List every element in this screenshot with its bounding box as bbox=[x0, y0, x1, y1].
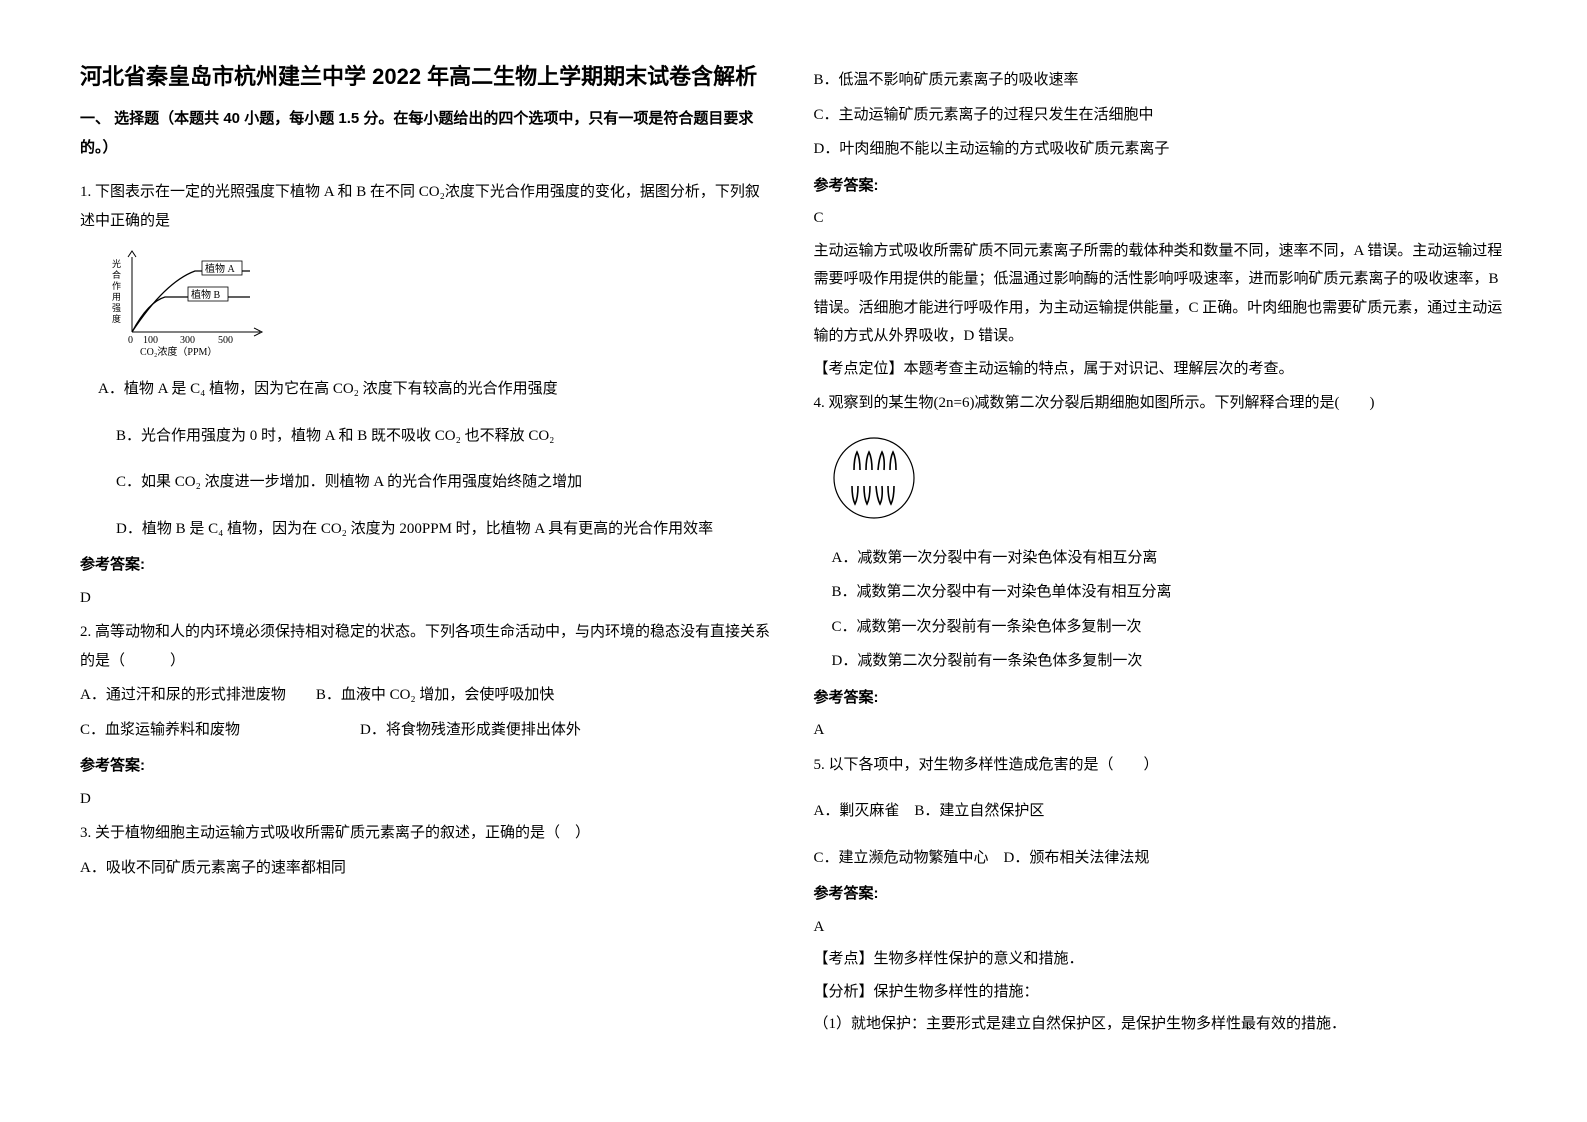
svg-text:100: 100 bbox=[143, 335, 158, 346]
q4-answer: A bbox=[814, 716, 1508, 745]
svg-text:作: 作 bbox=[112, 280, 121, 291]
svg-text:0: 0 bbox=[128, 335, 133, 346]
q4-opt-c: C．减数第一次分裂前有一条染色体多复制一次 bbox=[814, 613, 1508, 642]
svg-text:强: 强 bbox=[112, 303, 121, 313]
q1-chart: 植物 A 植物 B 光 合 作 用 强 度 0 100 300 500 CO₂浓… bbox=[110, 247, 270, 357]
svg-text:500: 500 bbox=[218, 335, 233, 346]
q3-opt-b: B．低温不影响矿质元素离子的吸收速率 bbox=[814, 66, 1508, 95]
q3-opt-d: D．叶肉细胞不能以主动运输的方式吸收矿质元素离子 bbox=[814, 135, 1508, 164]
q3-stem: 3. 关于植物细胞主动运输方式吸收所需矿质元素离子的叙述，正确的是（ ） bbox=[80, 819, 774, 848]
q2-opts-2: C．血浆运输养料和废物 D．将食物残渣形成粪便排出体外 bbox=[80, 716, 774, 745]
chart-label-b: 植物 B bbox=[191, 288, 220, 301]
q1-opt-b: B．光合作用强度为 0 时，植物 A 和 B 既不吸收 CO₂ 也不释放 CO₂ bbox=[80, 422, 774, 451]
section-header: 一、 选择题（本题共 40 小题，每小题 1.5 分。在每小题给出的四个选项中，… bbox=[80, 105, 774, 162]
chart-label-a: 植物 A bbox=[205, 262, 235, 275]
q3-answer: C bbox=[814, 204, 1508, 233]
q5-answer: A bbox=[814, 913, 1508, 942]
q1-answer: D bbox=[80, 584, 774, 613]
q3-explanation: 主动运输方式吸收所需矿质不同元素离子所需的载体种类和数量不同，速率不同，A 错误… bbox=[814, 237, 1508, 351]
q4-stem: 4. 观察到的某生物(2n=6)减数第二次分裂后期细胞如图所示。下列解释合理的是… bbox=[814, 389, 1508, 418]
q1-opt-a: A．植物 A 是 C₄ 植物，因为它在高 CO₂ 浓度下有较高的光合作用强度 bbox=[80, 375, 774, 404]
q2-answer-label: 参考答案: bbox=[80, 752, 774, 781]
svg-text:用: 用 bbox=[112, 292, 121, 302]
q3-answer-label: 参考答案: bbox=[814, 172, 1508, 201]
svg-text:300: 300 bbox=[180, 335, 195, 346]
q2-answer: D bbox=[80, 785, 774, 814]
q3-opt-c: C．主动运输矿质元素离子的过程只发生在活细胞中 bbox=[814, 101, 1508, 130]
q1-opt-d: D．植物 B 是 C₄ 植物，因为在 CO₂ 浓度为 200PPM 时，比植物 … bbox=[80, 515, 774, 544]
q1-answer-label: 参考答案: bbox=[80, 551, 774, 580]
q5-opts-1: A．剿灭麻雀 B．建立自然保护区 bbox=[814, 797, 1508, 826]
left-column: 河北省秦皇岛市杭州建兰中学 2022 年高二生物上学期期末试卷含解析 一、 选择… bbox=[80, 60, 774, 1062]
q4-diagram bbox=[824, 428, 1508, 528]
q5-note2: 【分析】保护生物多样性的措施： bbox=[814, 978, 1508, 1007]
q1-stem: 1. 下图表示在一定的光照强度下植物 A 和 B 在不同 CO₂浓度下光合作用强… bbox=[80, 178, 774, 235]
q5-stem: 5. 以下各项中，对生物多样性造成危害的是（ ） bbox=[814, 751, 1508, 780]
q3-note: 【考点定位】本题考查主动运输的特点，属于对识记、理解层次的考查。 bbox=[814, 355, 1508, 384]
chart-ylabel: 光 bbox=[112, 258, 121, 269]
svg-text:合: 合 bbox=[112, 269, 121, 280]
q4-opt-d: D．减数第二次分裂前有一条染色体多复制一次 bbox=[814, 647, 1508, 676]
q1-opt-c: C．如果 CO₂ 浓度进一步增加．则植物 A 的光合作用强度始终随之增加 bbox=[80, 468, 774, 497]
svg-text:度: 度 bbox=[112, 313, 121, 324]
q4-answer-label: 参考答案: bbox=[814, 684, 1508, 713]
q3-opt-a: A．吸收不同矿质元素离子的速率都相同 bbox=[80, 854, 774, 883]
q4-opt-a: A．减数第一次分裂中有一对染色体没有相互分离 bbox=[814, 544, 1508, 573]
doc-title: 河北省秦皇岛市杭州建兰中学 2022 年高二生物上学期期末试卷含解析 bbox=[80, 60, 774, 93]
q2-opts-1: A．通过汗和尿的形式排泄废物 B．血液中 CO₂ 增加，会使呼吸加快 bbox=[80, 681, 774, 710]
q5-answer-label: 参考答案: bbox=[814, 880, 1508, 909]
q4-opt-b: B．减数第二次分裂中有一对染色单体没有相互分离 bbox=[814, 578, 1508, 607]
q5-note1: 【考点】生物多样性保护的意义和措施． bbox=[814, 945, 1508, 974]
q2-stem: 2. 高等动物和人的内环境必须保持相对稳定的状态。下列各项生命活动中，与内环境的… bbox=[80, 618, 774, 675]
right-column: B．低温不影响矿质元素离子的吸收速率 C．主动运输矿质元素离子的过程只发生在活细… bbox=[814, 60, 1508, 1062]
q5-note3: （1）就地保护：主要形式是建立自然保护区，是保护生物多样性最有效的措施． bbox=[814, 1010, 1508, 1039]
q5-opts-2: C．建立濒危动物繁殖中心 D．颁布相关法律法规 bbox=[814, 844, 1508, 873]
chart-xlabel: CO₂浓度（PPM） bbox=[140, 345, 217, 357]
